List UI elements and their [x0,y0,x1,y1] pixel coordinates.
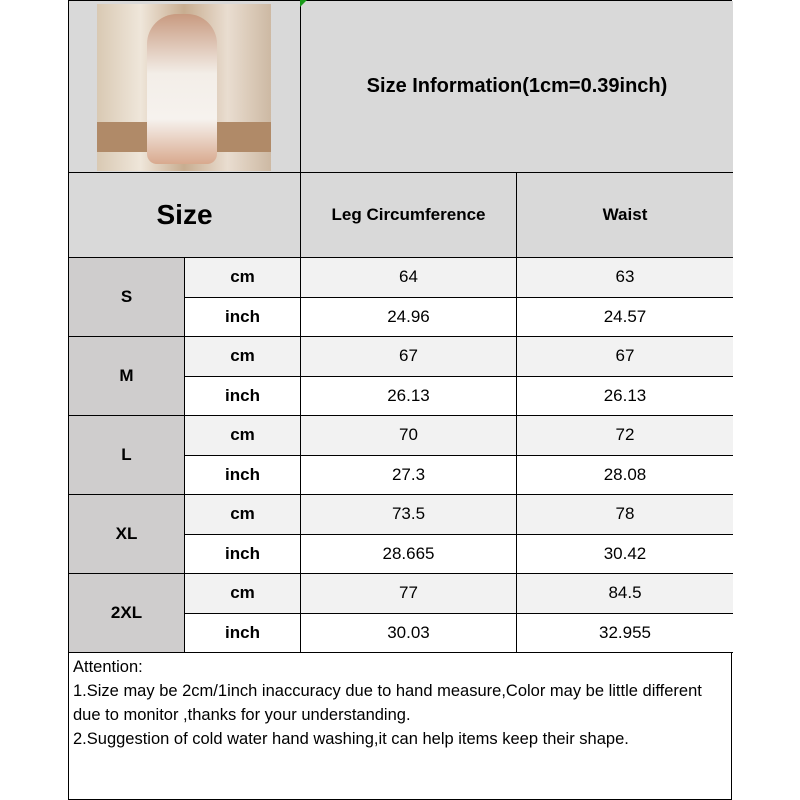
waist-inch-value: 32.955 [517,613,733,653]
size-label: 2XL [69,574,185,653]
unit-label-inch: inch [185,455,301,495]
size-label: S [69,258,185,337]
unit-label-inch: inch [185,297,301,337]
unit-label-inch: inch [185,376,301,416]
size-label: L [69,416,185,495]
waist-inch-value: 24.57 [517,297,733,337]
cell-marker [300,0,307,7]
leg-inch-value: 30.03 [301,613,517,653]
note-line: Attention: [73,658,143,676]
unit-label-cm: cm [185,258,301,298]
product-photo [97,4,271,171]
leg-inch-value: 26.13 [301,376,517,416]
product-photo-cell [69,1,301,173]
leg-inch-value: 28.665 [301,534,517,574]
waist-cm-value: 78 [517,495,733,535]
leg-cm-value: 73.5 [301,495,517,535]
waist-cm-value: 63 [517,258,733,298]
waist-inch-value: 30.42 [517,534,733,574]
size-header: Size [69,173,301,258]
leg-inch-value: 24.96 [301,297,517,337]
unit-label-cm: cm [185,416,301,456]
unit-label-inch: inch [185,534,301,574]
waist-inch-value: 26.13 [517,376,733,416]
size-label: M [69,337,185,416]
unit-label-inch: inch [185,613,301,653]
unit-label-cm: cm [185,337,301,377]
chart-title: Size Information(1cm=0.39inch) [301,1,733,173]
leg-cm-value: 77 [301,574,517,614]
column-header-waist: Waist [517,173,733,258]
size-chart: Size Information(1cm=0.39inch) Size Leg … [68,0,733,800]
waist-inch-value: 28.08 [517,455,733,495]
leg-cm-value: 70 [301,416,517,456]
leg-cm-value: 67 [301,337,517,377]
unit-label-cm: cm [185,495,301,535]
attention-notes: Attention: 1.Size may be 2cm/1inch inaccu… [69,653,733,799]
waist-cm-value: 84.5 [517,574,733,614]
waist-cm-value: 67 [517,337,733,377]
leg-inch-value: 27.3 [301,455,517,495]
waist-cm-value: 72 [517,416,733,456]
note-line: 1.Size may be 2cm/1inch inaccuracy due t… [73,682,702,724]
size-label: XL [69,495,185,574]
leg-cm-value: 64 [301,258,517,298]
note-line: 2.Suggestion of cold water hand washing,… [73,730,629,748]
column-header-leg: Leg Circumference [301,173,517,258]
unit-label-cm: cm [185,574,301,614]
